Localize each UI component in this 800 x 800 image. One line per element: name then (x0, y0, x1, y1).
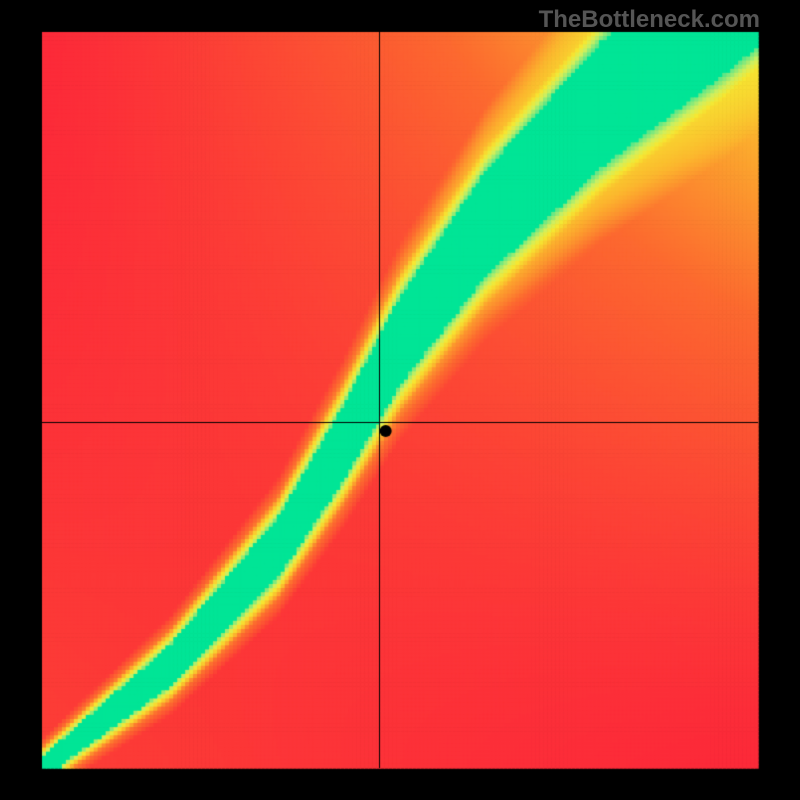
bottleneck-heatmap (0, 0, 800, 800)
watermark-text: TheBottleneck.com (539, 6, 760, 34)
chart-container: TheBottleneck.com (0, 0, 800, 800)
